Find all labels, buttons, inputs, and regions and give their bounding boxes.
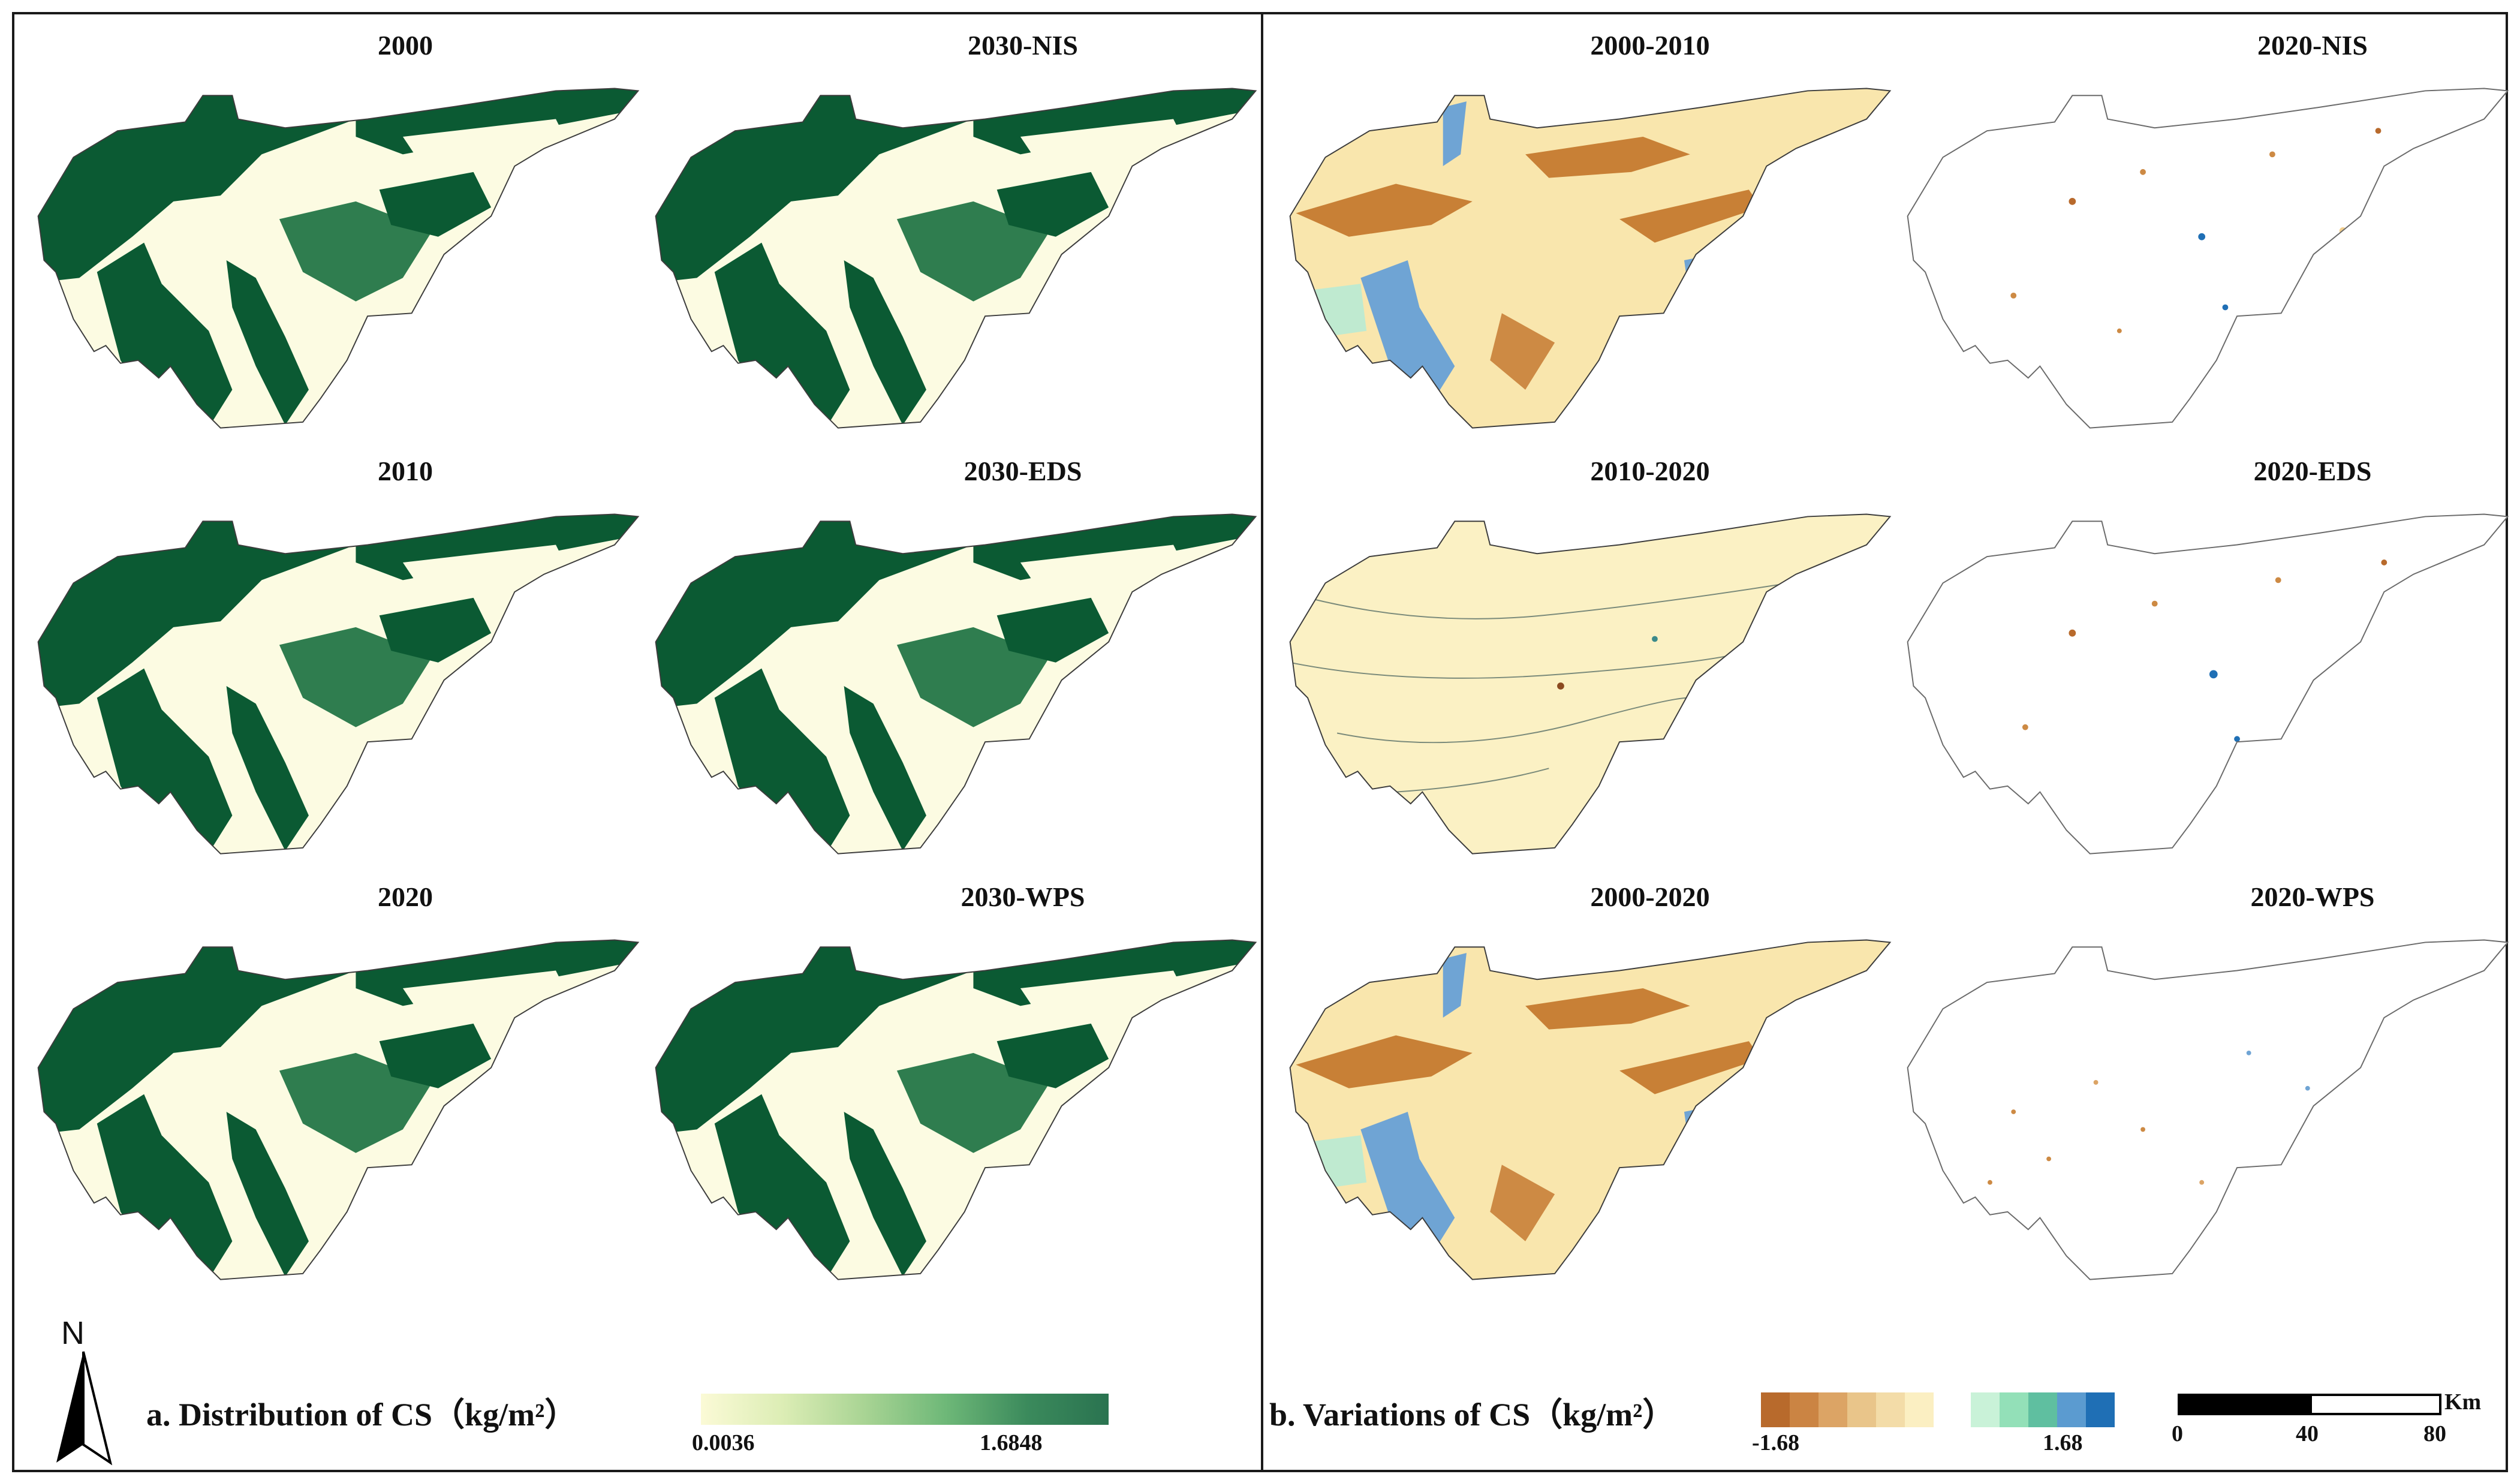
cs-color-ramp xyxy=(701,1394,1109,1425)
legend-swatch-negative xyxy=(1847,1392,1876,1427)
legend-neg-label: -1.68 xyxy=(1752,1430,1800,1455)
legend-title-variations: b. Variations of CS（kg/m²） xyxy=(1269,1397,1675,1433)
legend-swatch-positive xyxy=(1971,1392,2000,1427)
cs-distribution-map-2030-wps xyxy=(655,939,1257,1280)
cs-variation-map-2020-nis xyxy=(1907,88,2509,429)
legend-swatch-positive xyxy=(2057,1392,2086,1427)
map-title-2030-eds: 2030-EDS xyxy=(964,456,1082,486)
map-title-2030-nis: 2030-NIS xyxy=(967,30,1079,61)
north-label: N xyxy=(61,1315,85,1351)
legend-swatch-positive xyxy=(2028,1392,2057,1427)
panel-distribution: 2000 2030-NIS 2010 2030-EDS 2020 2030-WP… xyxy=(12,12,1263,1472)
cs-distribution-map-2010 xyxy=(37,513,639,855)
legend-swatch-positive xyxy=(2000,1392,2028,1427)
legend-swatch-negative xyxy=(1761,1392,1790,1427)
legend-swatch-negative xyxy=(1876,1392,1905,1427)
legend-swatch-positive xyxy=(2086,1392,2115,1427)
north-arrow-icon xyxy=(56,1351,113,1466)
panel-variations: 2000-2010 2020-NIS 2010-2020 2020-EDS 20… xyxy=(1261,12,2509,1472)
legend-swatch-negative xyxy=(1819,1392,1847,1427)
legend-pos-label: 1.68 xyxy=(2043,1430,2083,1455)
map-title-2020-wps: 2020-WPS xyxy=(2250,882,2375,912)
map-title-2000-2020: 2000-2020 xyxy=(1590,882,1710,912)
map-title-2020-nis: 2020-NIS xyxy=(2257,30,2368,61)
scale-label-0: 0 xyxy=(2172,1421,2183,1446)
map-title-2000-2010: 2000-2010 xyxy=(1590,30,1710,61)
map-title-2000: 2000 xyxy=(378,30,433,61)
legend-swatch-negative xyxy=(1790,1392,1819,1427)
cs-variation-map-2020-eds xyxy=(1907,513,2509,855)
cs-distribution-map-2000 xyxy=(37,88,639,429)
legend-title-distribution: a. Distribution of CS（kg/m²） xyxy=(146,1397,577,1433)
map-title-2010: 2010 xyxy=(378,456,433,486)
scale-bar-white-segment xyxy=(2310,1394,2441,1415)
cs-variation-map-2020-wps xyxy=(1907,939,2509,1280)
map-title-2020: 2020 xyxy=(378,882,433,912)
scale-label-80: 80 xyxy=(2423,1421,2446,1446)
cs-variation-map-2010-2020 xyxy=(1289,513,1891,855)
map-title-2030-wps: 2030-WPS xyxy=(961,882,1085,912)
cs-variation-map-2000-2020 xyxy=(1289,939,1891,1280)
cs-distribution-map-2020 xyxy=(37,939,639,1280)
legend-swatch-negative xyxy=(1905,1392,1934,1427)
cs-distribution-map-2030-eds xyxy=(655,513,1257,855)
map-title-2020-eds: 2020-EDS xyxy=(2253,456,2372,486)
scale-bar-black-segment xyxy=(2178,1394,2310,1415)
scale-label-40: 40 xyxy=(2296,1421,2319,1446)
cs-distribution-map-2030-nis xyxy=(655,88,1257,429)
map-title-2010-2020: 2010-2020 xyxy=(1590,456,1710,486)
cs-variation-map-2000-2010 xyxy=(1289,88,1891,429)
legend-max-label: 1.6848 xyxy=(980,1430,1043,1455)
legend-min-label: 0.0036 xyxy=(692,1430,755,1455)
scale-unit: Km xyxy=(2444,1389,2482,1415)
